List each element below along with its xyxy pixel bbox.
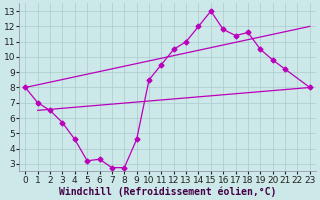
X-axis label: Windchill (Refroidissement éolien,°C): Windchill (Refroidissement éolien,°C) xyxy=(59,186,276,197)
